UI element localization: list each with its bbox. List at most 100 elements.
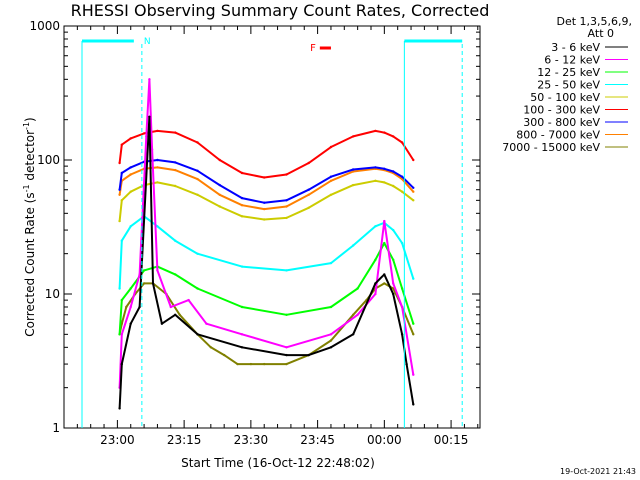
data-point xyxy=(174,184,177,188)
data-point xyxy=(218,158,221,162)
data-point xyxy=(329,175,333,178)
data-point xyxy=(156,269,159,272)
y-axis-label-part: Corrected Count Rate (s xyxy=(23,192,37,336)
data-point xyxy=(392,287,395,290)
data-point xyxy=(240,196,244,200)
data-point xyxy=(196,252,199,255)
data-point xyxy=(129,305,132,309)
data-point xyxy=(400,305,404,309)
data-point xyxy=(285,346,288,349)
legend-label: 3 - 6 keV xyxy=(551,41,600,54)
data-point xyxy=(120,362,124,366)
flare-label: F xyxy=(310,43,316,54)
data-point xyxy=(392,258,395,261)
y-tick-label: 100 xyxy=(37,153,60,167)
data-point xyxy=(285,205,288,208)
data-point xyxy=(218,183,221,187)
x-axis-label: Start Time (16-Oct-12 22:48:02) xyxy=(181,456,375,470)
data-point xyxy=(412,373,415,376)
legend-label: 6 - 12 keV xyxy=(544,54,600,67)
data-point xyxy=(412,190,415,193)
data-point xyxy=(263,207,266,211)
data-point xyxy=(240,305,244,309)
x-tick-label: 23:15 xyxy=(167,433,202,447)
data-point xyxy=(263,362,266,366)
data-point xyxy=(129,287,132,290)
data-point xyxy=(196,287,199,290)
data-point xyxy=(236,362,239,366)
legend-label: 25 - 50 keV xyxy=(537,79,600,92)
data-point xyxy=(196,141,199,144)
data-point xyxy=(383,282,386,285)
data-point xyxy=(223,353,226,357)
data-point xyxy=(145,135,148,138)
data-point xyxy=(156,129,159,133)
x-tick-label: 00:00 xyxy=(367,433,402,447)
data-point xyxy=(120,239,124,242)
axis-ticks xyxy=(64,25,480,429)
data-point xyxy=(205,322,208,325)
y-axis-label-part: detector xyxy=(23,130,37,185)
data-point xyxy=(374,129,377,133)
series-line xyxy=(118,179,414,222)
data-point xyxy=(400,175,404,178)
y-axis-label-sup: -1 xyxy=(22,184,31,192)
data-point xyxy=(174,131,177,134)
data-point xyxy=(120,298,124,302)
data-point xyxy=(329,333,333,336)
legend-label: 7000 - 15000 keV xyxy=(502,141,600,154)
data-point xyxy=(374,179,377,182)
data-point xyxy=(118,407,121,410)
data-point xyxy=(129,166,132,169)
data-point xyxy=(356,287,359,290)
data-point xyxy=(392,228,395,232)
y-axis-label-sup: -1 xyxy=(22,122,31,130)
data-point xyxy=(329,261,333,265)
data-point xyxy=(120,199,124,202)
data-point xyxy=(307,193,310,196)
data-point xyxy=(118,161,121,165)
data-point xyxy=(174,313,177,316)
data-point xyxy=(129,190,132,193)
data-point xyxy=(142,282,146,285)
footer-timestamp: 19-Oct-2021 21:43 xyxy=(560,467,636,476)
data-point xyxy=(125,305,128,309)
data-point xyxy=(160,322,164,325)
data-point xyxy=(383,241,386,245)
data-point xyxy=(129,173,132,176)
data-point xyxy=(196,177,199,181)
x-tick-labels: 23:00 23:15 23:30 23:45 00:00 00:15 xyxy=(100,433,468,447)
data-point xyxy=(120,171,124,175)
data-point xyxy=(352,244,355,247)
data-point xyxy=(240,171,244,175)
data-point xyxy=(307,161,310,165)
y-tick-label: 1 xyxy=(52,421,60,435)
data-point xyxy=(352,183,355,187)
data-point xyxy=(383,219,386,223)
data-point xyxy=(240,346,244,349)
data-point xyxy=(400,333,404,336)
data-point xyxy=(129,225,132,228)
data-point xyxy=(196,169,199,172)
series-line xyxy=(118,115,415,409)
data-point xyxy=(148,78,151,81)
y-tick-labels: 1 10 100 1000 xyxy=(29,19,60,435)
data-point xyxy=(150,148,154,151)
data-point xyxy=(120,333,124,336)
data-point xyxy=(352,313,355,316)
data-point xyxy=(383,131,386,134)
legend-label: 800 - 7000 keV xyxy=(516,129,600,142)
y-tick-label: 1000 xyxy=(29,19,60,33)
y-tick-label: 10 xyxy=(45,287,60,301)
data-point xyxy=(329,339,333,342)
data-point xyxy=(174,239,177,242)
data-point xyxy=(412,322,415,325)
data-point xyxy=(138,273,141,276)
data-point xyxy=(240,333,244,336)
legend-label: 100 - 300 keV xyxy=(523,104,600,117)
data-point xyxy=(329,346,333,349)
data-point xyxy=(352,168,355,171)
data-point xyxy=(374,258,377,261)
data-point xyxy=(209,346,212,349)
